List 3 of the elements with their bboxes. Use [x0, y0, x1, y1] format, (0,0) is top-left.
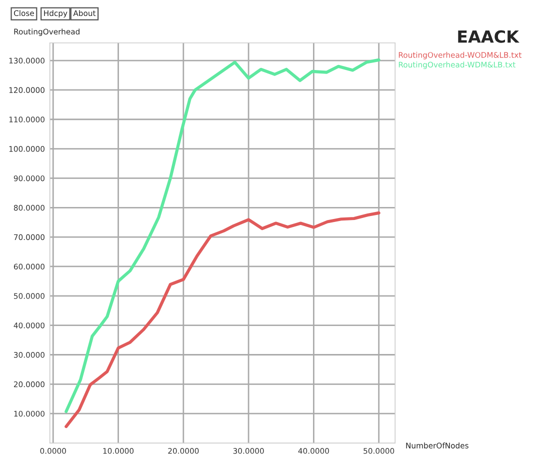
text: EAACK	[458, 30, 520, 43]
line-series	[64, 211, 380, 428]
line-series	[64, 58, 380, 414]
